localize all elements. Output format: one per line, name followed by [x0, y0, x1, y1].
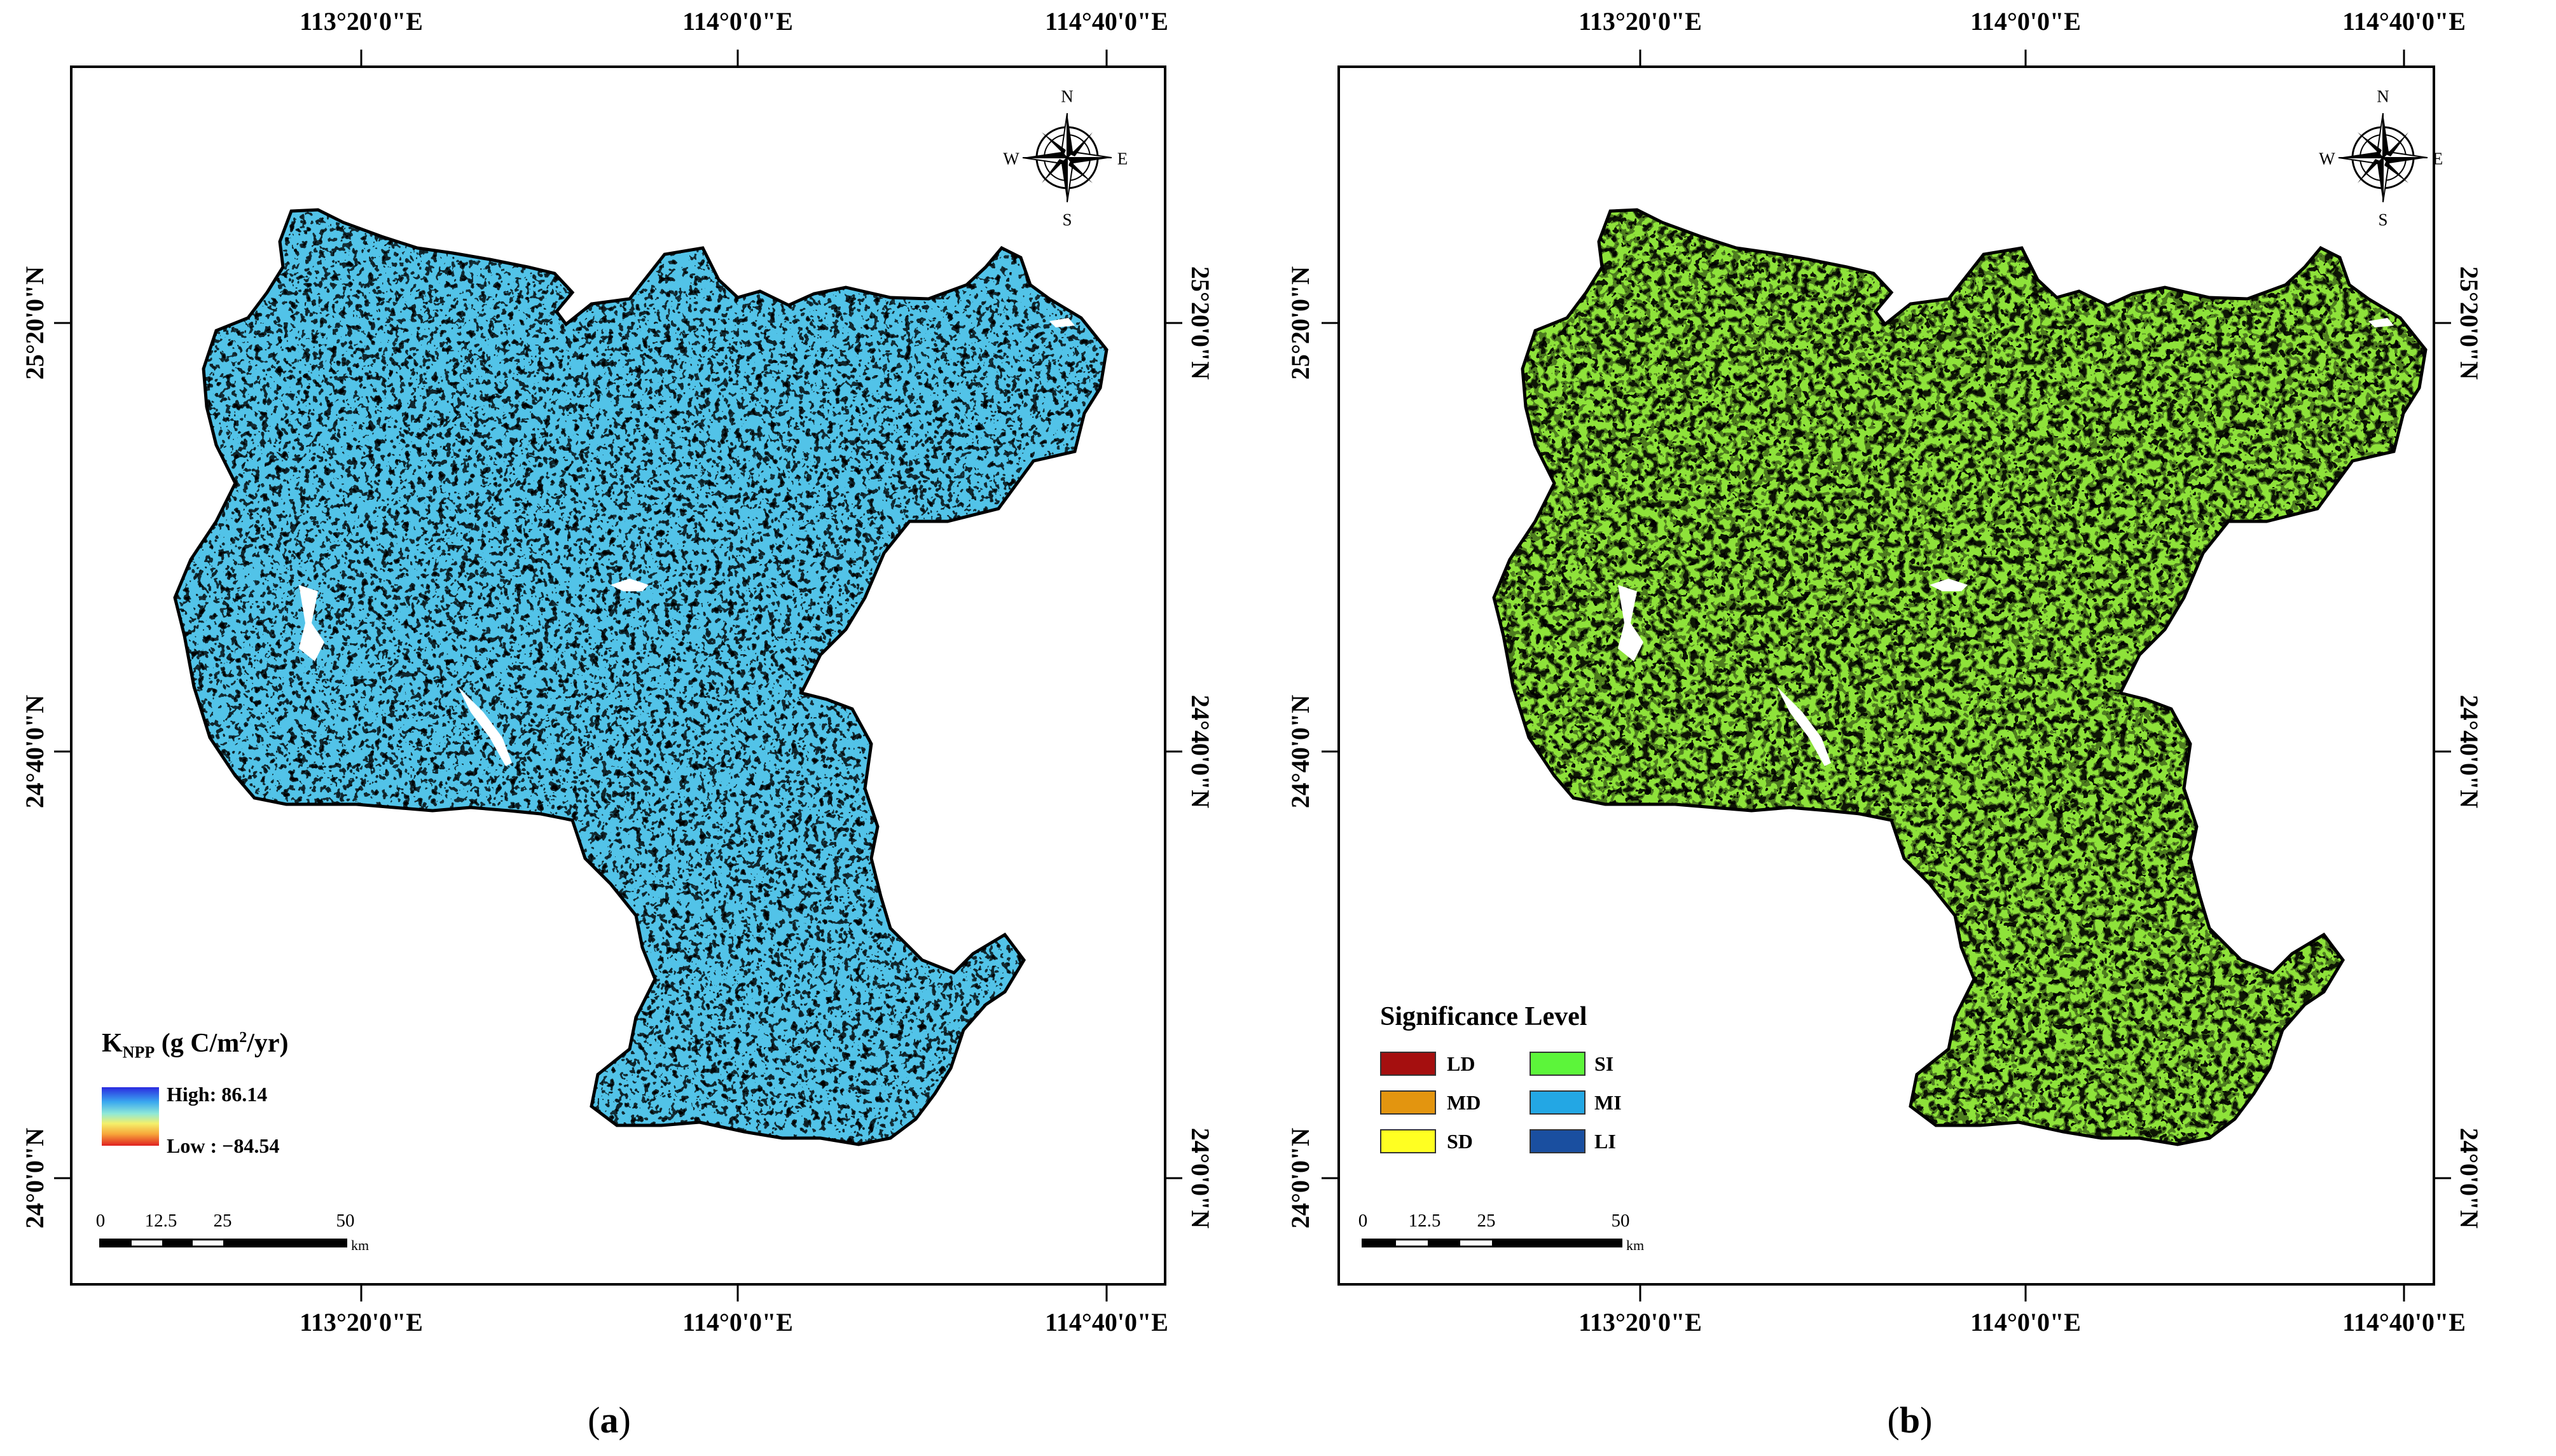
panel-a-knpp-map: 113°20'0"E 114°0'0"E 114°40'0"E 113°20'0…: [0, 0, 1272, 1456]
right-tick-label: 24°40'0"N: [1186, 694, 1215, 809]
legend-swatch-md: [1380, 1090, 1436, 1115]
significance-legend-title: Significance Level: [1380, 1002, 1587, 1031]
legend-high-label: High: 86.14: [167, 1083, 268, 1106]
right-tick-label: 24°0'0"N: [2455, 1127, 2483, 1229]
compass-east-label: E: [1117, 149, 1128, 168]
top-tick-label: 114°0'0"E: [682, 7, 793, 36]
bottom-tick-label: 113°20'0"E: [1579, 1308, 1702, 1336]
scalebar-label: 25: [1477, 1211, 1496, 1231]
compass-west-label: W: [2319, 149, 2335, 168]
legend-swatch-mi: [1530, 1090, 1585, 1115]
compass-west-label: W: [1003, 149, 1019, 168]
compass-south-label: S: [1062, 210, 1072, 230]
north-arrow-compass-icon: [1022, 113, 1112, 203]
bottom-tick-label: 114°0'0"E: [1970, 1308, 2081, 1336]
compass-south-label: S: [2378, 210, 2388, 230]
scalebar-label: 25: [213, 1211, 232, 1231]
scalebar-label: 0: [95, 1211, 106, 1231]
left-tick-label: 24°40'0"N: [1286, 694, 1315, 809]
legend-swatch-li: [1530, 1129, 1585, 1153]
top-tick-label: 114°40'0"E: [2342, 7, 2466, 36]
knpp-legend-title: KNPP (g C/m2/yr): [102, 1029, 289, 1062]
left-tick-label: 24°0'0"N: [1286, 1127, 1315, 1229]
panel-caption-a: (a): [588, 1399, 631, 1441]
panel-a-map-canvas: [54, 50, 1182, 1301]
top-tick-label: 114°0'0"E: [1970, 7, 2081, 36]
bottom-tick-label: 114°0'0"E: [682, 1308, 793, 1336]
panel-b-significance-map: 113°20'0"E 114°0'0"E 114°40'0"E 113°20'0…: [1269, 0, 2541, 1456]
scalebar-label: 50: [336, 1211, 355, 1231]
legend-swatch-ld: [1380, 1052, 1436, 1076]
legend-label-mi: MI: [1594, 1091, 1622, 1114]
legend-label-md: MD: [1447, 1091, 1481, 1114]
right-tick-label: 25°20'0"N: [2455, 266, 2483, 380]
compass-north-label: N: [2377, 86, 2389, 106]
graticule-ticks: [1322, 50, 2451, 1301]
compass-north-label: N: [1061, 86, 1074, 106]
scale-bar: [1362, 1239, 1622, 1247]
top-tick-label: 114°40'0"E: [1045, 7, 1168, 36]
scalebar-label: 12.5: [144, 1211, 177, 1231]
scalebar-unit: km: [1626, 1237, 1645, 1253]
legend-low-label: Low : −84.54: [167, 1134, 280, 1157]
bottom-tick-label: 113°20'0"E: [300, 1308, 423, 1336]
legend-label-sd: SD: [1447, 1130, 1473, 1153]
legend-label-ld: LD: [1447, 1052, 1475, 1075]
legend-label-si: SI: [1594, 1052, 1614, 1075]
knpp-color-ramp: [102, 1087, 159, 1146]
graticule-ticks: [54, 50, 1182, 1301]
legend-swatch-sd: [1380, 1129, 1436, 1153]
compass-east-label: E: [2432, 149, 2443, 168]
top-tick-label: 113°20'0"E: [300, 7, 423, 36]
right-tick-label: 25°20'0"N: [1186, 266, 1215, 380]
scalebar-label: 0: [1358, 1211, 1368, 1231]
north-arrow-compass-icon: [2338, 113, 2428, 203]
right-tick-label: 24°0'0"N: [1186, 1127, 1215, 1229]
legend-label-li: LI: [1594, 1130, 1616, 1153]
scale-bar: [99, 1239, 347, 1247]
left-tick-label: 24°0'0"N: [20, 1127, 49, 1229]
panel-caption-b: (b): [1887, 1399, 1933, 1441]
scalebar-label: 50: [1611, 1211, 1630, 1231]
bottom-tick-label: 114°40'0"E: [1045, 1308, 1168, 1336]
scalebar-unit: km: [351, 1237, 370, 1253]
panel-b-map-canvas: [1322, 50, 2451, 1301]
scalebar-label: 12.5: [1408, 1211, 1441, 1231]
right-tick-label: 24°40'0"N: [2455, 694, 2483, 809]
bottom-tick-label: 114°40'0"E: [2342, 1308, 2466, 1336]
top-tick-label: 113°20'0"E: [1579, 7, 1702, 36]
left-tick-label: 25°20'0"N: [20, 266, 49, 380]
legend-swatch-si: [1530, 1052, 1585, 1076]
left-tick-label: 24°40'0"N: [20, 694, 49, 809]
left-tick-label: 25°20'0"N: [1286, 266, 1315, 380]
